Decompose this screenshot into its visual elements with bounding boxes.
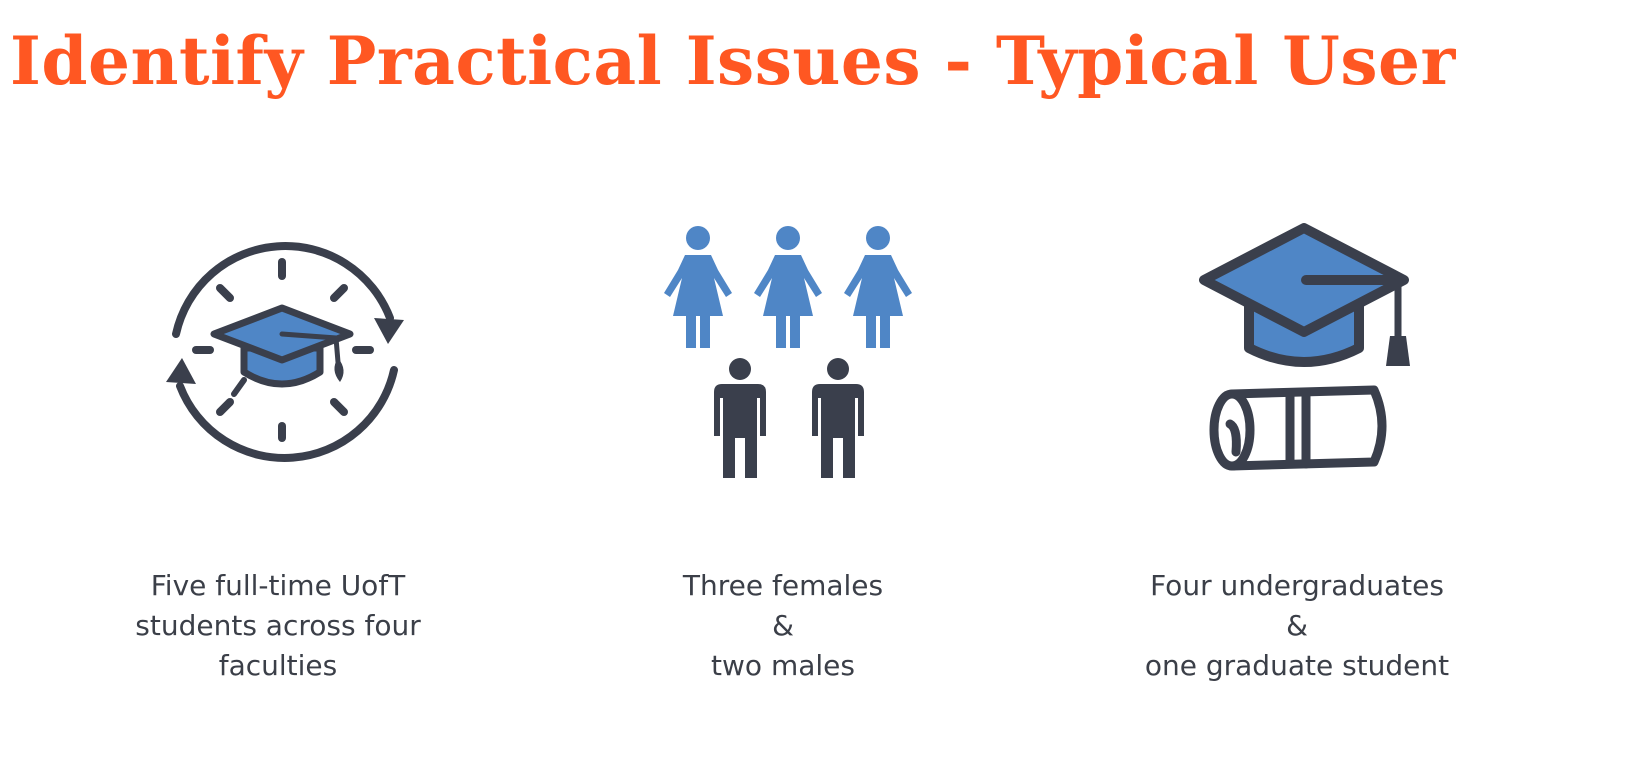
caption-line: & (772, 609, 794, 642)
people-group-icon (664, 226, 912, 478)
graduation-cap-cycle-icon (166, 242, 404, 462)
caption-line: Three females (682, 569, 884, 602)
caption-line: Five full-time UofT (150, 569, 406, 602)
caption-line: one graduate student (1144, 649, 1450, 682)
page-title: Identify Practical Issues - Typical User (10, 22, 1456, 100)
caption-line: & (1286, 609, 1308, 642)
caption-gender: Three females & two males (553, 566, 1013, 686)
caption-students: Five full-time UofT students across four… (48, 566, 508, 686)
caption-degree: Four undergraduates & one graduate stude… (1067, 566, 1527, 686)
graduation-cap-diploma-icon (1199, 223, 1410, 471)
caption-line: Four undergraduates (1150, 569, 1444, 602)
caption-line: students across four (135, 609, 421, 642)
caption-line: faculties (218, 649, 338, 682)
caption-line: two males (711, 649, 855, 682)
